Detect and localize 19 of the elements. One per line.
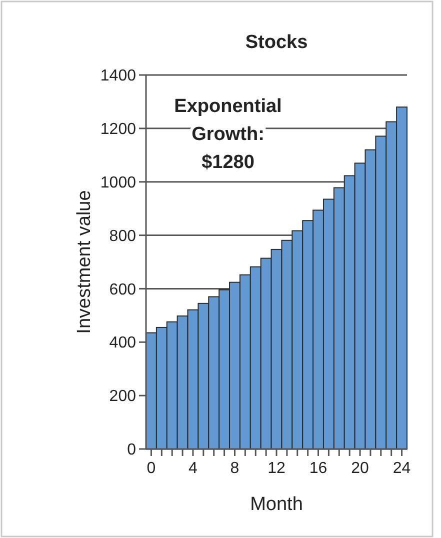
y-tick-label: 600	[109, 281, 136, 298]
x-tick-label: 0	[146, 460, 156, 477]
annotation: Exponential Growth: $1280	[174, 96, 282, 173]
x-tick-label: 8	[230, 460, 240, 477]
y-tick-label: 1200	[100, 121, 136, 138]
y-tick-label: 0	[127, 442, 136, 459]
y-tick-label: 1000	[100, 174, 136, 192]
x-tick-label: 16	[309, 460, 328, 477]
x-tick-label: 24	[392, 460, 411, 477]
y-tick-label: 200	[109, 388, 136, 406]
x-tick-label: 12	[268, 460, 286, 477]
y-tick-label: 800	[109, 228, 136, 245]
x-tick-label: 4	[188, 460, 198, 477]
y-tick-label: 1400	[100, 68, 136, 85]
y-tick-label: 400	[109, 334, 136, 352]
chart-title: Stocks	[245, 32, 308, 53]
x-axis-title: Month	[250, 494, 303, 515]
x-tick-label: 20	[351, 460, 370, 477]
y-axis-title: Investment value	[74, 190, 95, 334]
